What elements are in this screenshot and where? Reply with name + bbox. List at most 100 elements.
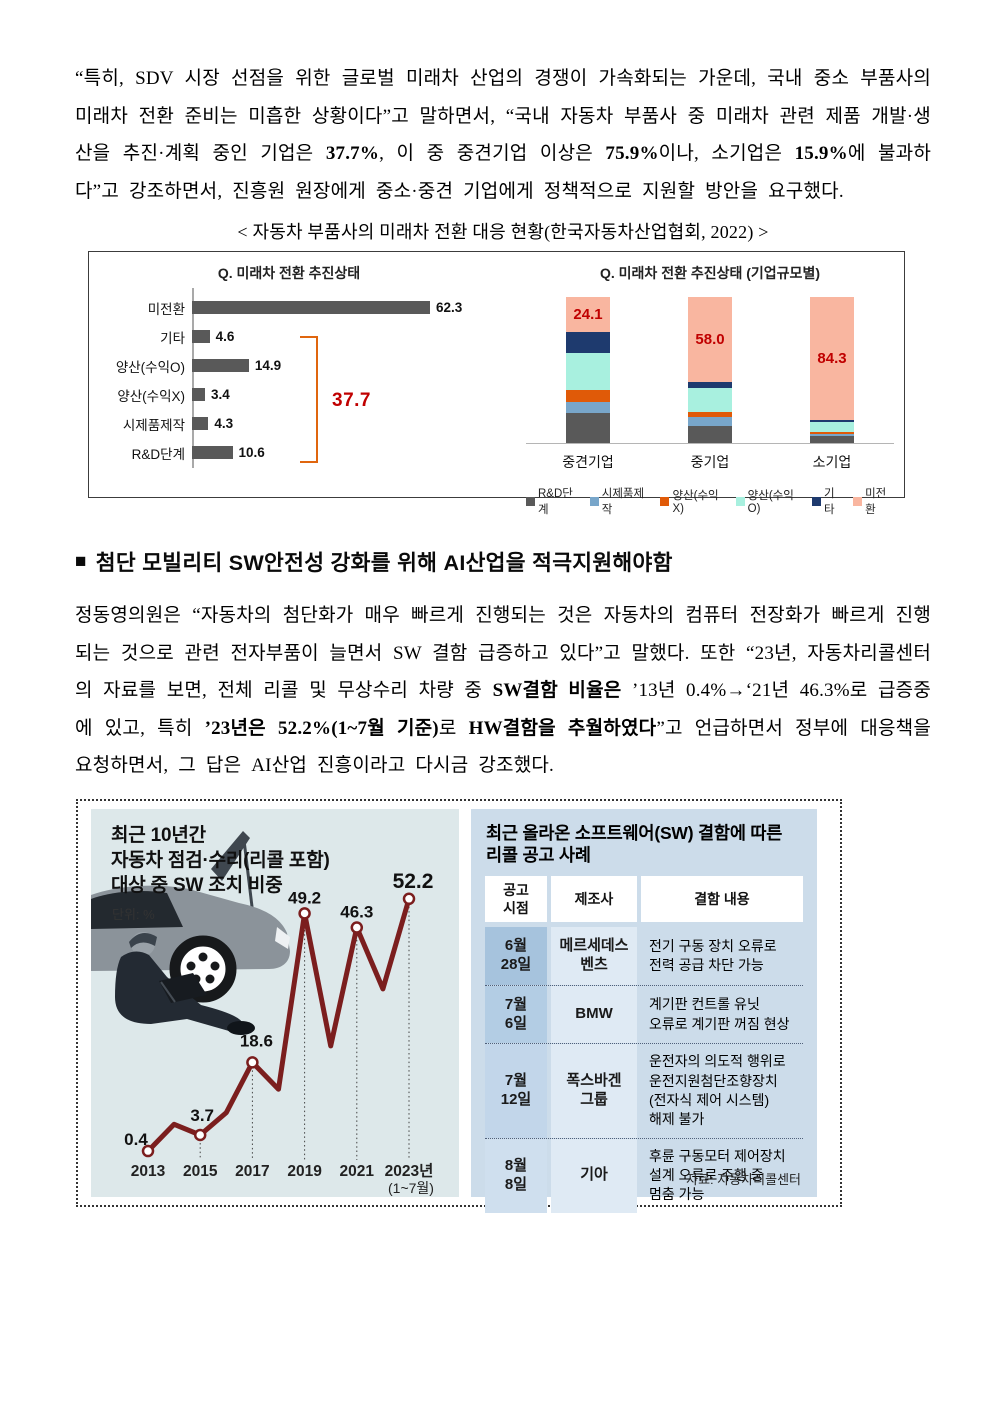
stacked-segment [810, 421, 854, 432]
legend-item: 양산(수익X) [660, 487, 725, 515]
para1-run-6: 에 불과하다”고 강조하면서, 진흥원 원장에게 중소·중견 기업에게 정책적으… [75, 143, 931, 202]
stacked-chart: Q. 미래차 전환 추진상태 (기업규모별) 24.1 58.0 84.3 중견기업… [526, 263, 894, 517]
legend-item: R&D단계 [526, 485, 580, 517]
line-chart-title: 최근 10년간 자동차 점검·수리(리콜 포함) 대상 중 SW 조치 비중 [111, 823, 330, 898]
stacked-segment [566, 353, 610, 391]
cell-date: 7월 6일 [485, 985, 547, 1044]
stacked-bar: 24.1 [566, 297, 610, 443]
svg-text:0.4: 0.4 [124, 1130, 148, 1149]
legend-label: R&D단계 [538, 488, 573, 516]
header-cell-defect: 결함 내용 [641, 876, 803, 923]
stacked-bar: 58.0 [688, 296, 732, 443]
svg-text:46.3: 46.3 [340, 902, 373, 921]
hbar-row: 양산(수익X) 3.4 [97, 380, 477, 409]
stacked-segment: 58.0 [688, 296, 732, 382]
car-mechanic-illustration [91, 830, 290, 1035]
stacked-bar-value: 24.1 [573, 306, 603, 324]
hbar-label: 양산(수익X) [117, 388, 185, 404]
para1-run-5: 15.9% [794, 143, 848, 164]
hbar-label: 양산(수익O) [115, 359, 185, 375]
hbar-value: 10.6 [238, 445, 265, 460]
bracket-shape [300, 336, 318, 463]
stacked-segment [810, 420, 854, 422]
table-row: 8월 8일 기아 후륜 구동모터 제어장치 설계 오류로 주행 중 멈춤 가능 [485, 1138, 803, 1213]
legend-label: 양산(수익X) [672, 490, 719, 515]
svg-text:(1~7월): (1~7월) [388, 1180, 434, 1196]
stacked-bars: 24.1 58.0 84.3 [526, 296, 894, 444]
line-chart-panel: 최근 10년간 자동차 점검·수리(리콜 포함) 대상 중 SW 조치 비중 단… [91, 808, 459, 1197]
legend-item: 시제품제작 [589, 485, 651, 517]
hbar-bar [192, 417, 209, 430]
svg-text:2013: 2013 [131, 1163, 166, 1180]
stacked-category-labels: 중견기업 중기업 소기업 [526, 452, 894, 472]
cell-maker: 폭스바겐 그룹 [551, 1044, 637, 1138]
figure1-caption: < 자동차 부품사의 미래차 전환 대응 현황(한국자동차산업협회, 2022)… [237, 222, 769, 242]
recall-table-body: 6월 28일 메르세데스 벤츠 전기 구동 장치 오류로 전력 공급 차단 가능 7월… [471, 927, 817, 1213]
table-row-separator [485, 1137, 803, 1139]
recall-table-panel: 최근 올라온 소프트웨어(SW) 결함에 따른 리콜 공고 사례 공고 시점 제… [471, 808, 817, 1213]
recall-table-title-line2: 리콜 공고 사례 [486, 845, 591, 866]
para2-run-1: SW결함 비율은 [492, 680, 622, 701]
hbar-value: 4.3 [214, 416, 234, 431]
svg-text:2017: 2017 [235, 1163, 269, 1180]
hbar-bar [192, 446, 233, 459]
line-chart-plot: 0.4 3.7 18.6 49.2 46.3 52.2 2013 2015 2017 2019 20… [124, 869, 434, 1195]
legend-item: 양산(수익O) [735, 487, 802, 515]
stacked-category-label: 중기업 [690, 454, 730, 470]
line-chart-title-line1: 최근 10년간 [111, 824, 206, 846]
cell-defect: 전기 구동 장치 오류로 전력 공급 차단 가능 [649, 937, 777, 974]
section-heading: ■ 첨단 모빌리티 SW안전성 강화를 위해 AI산업을 적극지원해야함 [75, 546, 992, 577]
stacked-segment [566, 412, 610, 443]
stacked-segment: 84.3 [810, 296, 854, 421]
legend-swatch-icon [812, 496, 822, 506]
legend-label: 시제품제작 [601, 488, 645, 516]
hbar-bar [192, 330, 210, 343]
hbar-bar [192, 388, 205, 401]
para1-run-4: 이나, 소기업은 [658, 143, 795, 164]
figure-future-car-transition: Q. 미래차 전환 추진상태 미전환 62.3 기타 4.6 양산(수익O) 14.9 양산… [88, 251, 905, 516]
legend-swatch-icon [660, 496, 670, 506]
section-heading-text: 첨단 모빌리티 SW안전성 강화를 위해 AI산업을 적극지원해야함 [95, 551, 673, 575]
recall-table-header: 공고 시점 제조사 결함 내용 [485, 876, 803, 923]
stacked-segment [566, 390, 610, 403]
svg-text:2021: 2021 [340, 1163, 375, 1180]
para1-run-0: “특히, SDV 시장 선점을 위한 글로벌 미래차 산업의 경쟁이 가속화되는… [75, 68, 931, 164]
hbar-value: 4.6 [215, 329, 235, 344]
table-row-separator [485, 984, 803, 986]
table-row: 7월 12일 폭스바겐 그룹 운전자의 의도적 행위로 운전지원첨단조향장치 (전자… [485, 1044, 803, 1138]
header-cell-date: 공고 시점 [485, 876, 547, 923]
line-chart-title-line2: 자동차 점검·수리(리콜 포함) [111, 849, 330, 871]
stacked-segment [810, 431, 854, 434]
cell-maker: 메르세데스 벤츠 [551, 927, 637, 985]
stacked-segment: 24.1 [566, 297, 610, 333]
line-chart-title-line3: 대상 중 SW 조치 비중 [111, 874, 283, 896]
stacked-bar-value: 58.0 [695, 330, 725, 348]
stacked-segment [688, 425, 732, 443]
cell-defect: 후륜 구동모터 제어장치 설계 오류로 주행 중 멈춤 가능 [649, 1147, 786, 1203]
cell-maker: 기아 [551, 1138, 637, 1213]
cell-date: 6월 28일 [485, 927, 547, 985]
hbar-row: 양산(수익O) 14.9 [97, 351, 477, 380]
hbar-row: 기타 4.6 [97, 322, 477, 351]
hbar-chart-title: Q. 미래차 전환 추진상태 [217, 265, 361, 281]
recall-table-title-line1: 최근 올라온 소프트웨어(SW) 결함에 따른 [486, 822, 783, 843]
unit-label: 단위: % [112, 906, 155, 922]
stacked-bar: 84.3 [810, 296, 854, 443]
hbar-row: R&D단계 10.6 [97, 438, 477, 467]
svg-text:49.2: 49.2 [288, 888, 321, 907]
legend-label: 양산(수익O) [747, 490, 794, 515]
stacked-segment [810, 433, 854, 437]
cell-date: 7월 12일 [485, 1044, 547, 1138]
header-cell-maker: 제조사 [551, 876, 637, 923]
source-note: 자료: 자동차리콜센터 [686, 1171, 801, 1187]
stacked-category-label: 중견기업 [562, 454, 614, 470]
table-row: 6월 28일 메르세데스 벤츠 전기 구동 장치 오류로 전력 공급 차단 가능 [485, 927, 803, 985]
paragraph-sdv-transition: “특히, SDV 시장 선점을 위한 글로벌 미래차 산업의 경쟁이 가속화되는… [75, 0, 931, 210]
svg-text:2015: 2015 [183, 1163, 218, 1180]
stacked-segment [566, 332, 610, 354]
hbar-axis-line [192, 288, 194, 468]
legend-item: 미전환 [853, 485, 894, 517]
figure-sw-recall: 최근 10년간 자동차 점검·수리(리콜 포함) 대상 중 SW 조치 비중 단… [76, 798, 842, 1213]
hbar-value: 3.4 [211, 387, 230, 402]
